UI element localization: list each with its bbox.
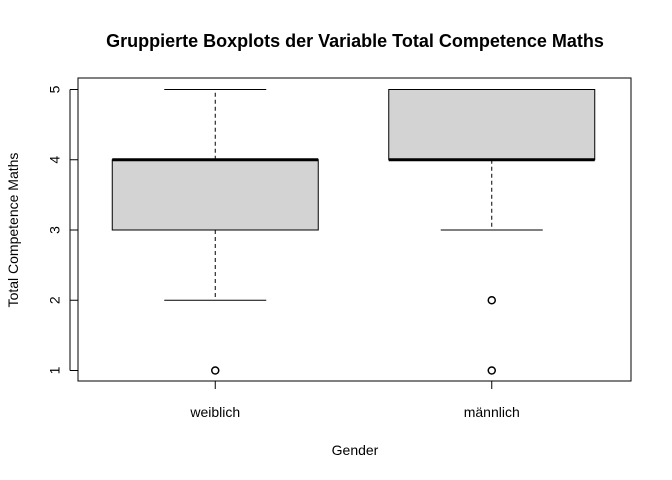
- outlier-point: [211, 366, 220, 375]
- y-axis-label: Total Competence Maths: [5, 153, 21, 308]
- y-tick-label: 4: [47, 156, 63, 164]
- x-tick-label: weiblich: [189, 404, 240, 420]
- box-rect: [388, 89, 596, 161]
- y-axis: 1 2 3 4 5: [47, 85, 78, 374]
- box-0: [111, 89, 319, 375]
- box-group: [111, 89, 596, 375]
- x-axis-label: Gender: [332, 442, 379, 458]
- y-tick-label: 1: [47, 366, 63, 374]
- box-rect: [111, 159, 319, 231]
- x-tick-label: männlich: [464, 404, 520, 420]
- y-tick-label: 5: [47, 85, 63, 93]
- x-axis: weiblich männlich: [189, 381, 520, 420]
- outlier-point: [487, 366, 496, 375]
- box-1: [388, 89, 596, 375]
- y-tick-label: 2: [47, 296, 63, 304]
- outlier-point: [487, 296, 496, 305]
- chart-title: Gruppierte Boxplots der Variable Total C…: [106, 31, 604, 51]
- y-tick-label: 3: [47, 226, 63, 234]
